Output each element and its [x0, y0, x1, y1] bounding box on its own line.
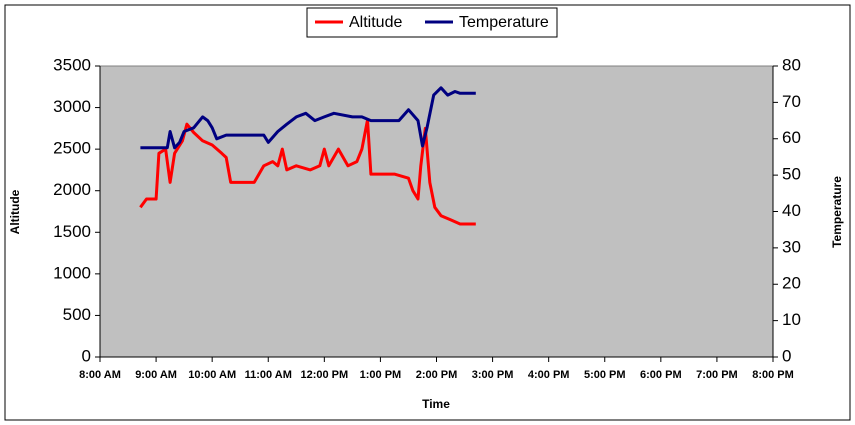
x-tick-label: 4:00 PM	[528, 369, 570, 381]
x-tick-label: 6:00 PM	[640, 369, 682, 381]
x-tick-label: 9:00 AM	[135, 369, 177, 381]
y2-tick-label: 30	[782, 237, 801, 256]
x-tick-label: 8:00 AM	[79, 369, 121, 381]
x-axis-label: Time	[422, 397, 450, 411]
y-tick-label: 2500	[53, 139, 91, 158]
y2-tick-label: 40	[782, 201, 801, 220]
x-tick-label: 12:00 PM	[300, 369, 348, 381]
legend-label: Altitude	[349, 14, 402, 31]
y2-axis-label: Temperature	[830, 176, 844, 248]
x-tick-label: 10:00 AM	[188, 369, 236, 381]
series-line	[140, 86, 476, 150]
x-tick-label: 1:00 PM	[360, 369, 402, 381]
y-tick-label: 0	[82, 346, 91, 365]
legend-label: Temperature	[459, 14, 549, 31]
x-tick-label: 3:00 PM	[472, 369, 514, 381]
y-tick-label: 1000	[53, 263, 91, 282]
y2-tick-label: 80	[782, 55, 801, 74]
y-tick-label: 3500	[53, 55, 91, 74]
x-tick-label: 8:00 PM	[752, 369, 794, 381]
series-line	[139, 118, 476, 226]
y2-tick-label: 0	[782, 346, 791, 365]
y2-tick-label: 50	[782, 165, 801, 184]
y-axis-label: Altitude	[8, 189, 22, 234]
x-tick-label: 2:00 PM	[416, 369, 458, 381]
x-tick-label: 7:00 PM	[696, 369, 738, 381]
y2-tick-label: 70	[782, 92, 801, 111]
x-tick-label: 11:00 AM	[245, 369, 292, 381]
y-tick-label: 500	[63, 305, 91, 324]
y-tick-label: 1500	[53, 222, 91, 241]
y2-tick-label: 60	[782, 128, 801, 147]
y2-tick-label: 10	[782, 310, 801, 329]
x-tick-label: 5:00 PM	[584, 369, 626, 381]
y2-tick-label: 20	[782, 274, 801, 293]
y-tick-label: 2000	[53, 180, 91, 199]
y-tick-label: 3000	[53, 97, 91, 116]
